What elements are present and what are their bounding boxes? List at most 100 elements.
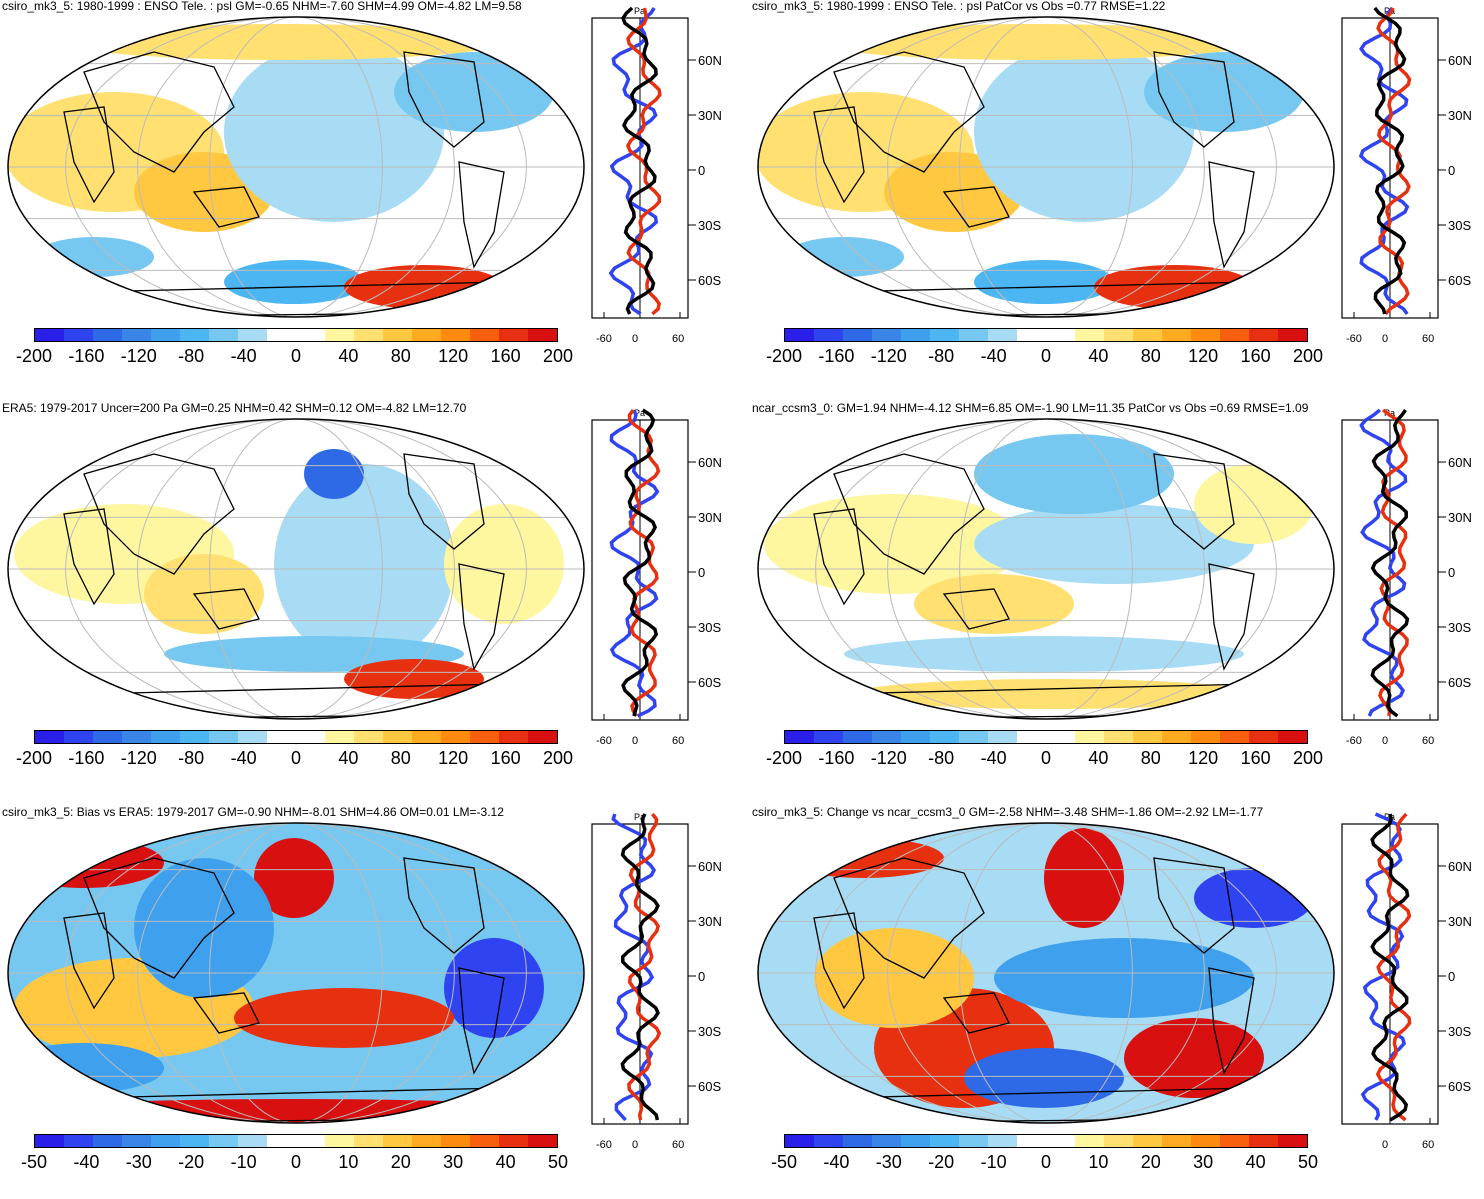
colorbar-tick-label: -40 [73,1152,100,1172]
colorbar-tick-label: -10 [230,1152,257,1172]
colorbar-swatch [1220,1135,1249,1147]
profile-tick-label: -60 [1346,735,1362,747]
coastline [403,453,485,550]
field-anomaly-region [224,42,444,222]
field-anomaly-region [344,265,504,309]
coastline [942,186,1010,228]
profile-line-red [627,812,662,1121]
colorbar-swatch [296,329,325,341]
profile-tick-label: 0 [1382,333,1388,345]
profile-tick-label: 60 [672,333,684,345]
map-plot [757,16,1335,318]
colorbar-swatch [354,329,383,341]
colorbar-swatch [901,1135,930,1147]
panel-title: csiro_mk3_5: Change vs ncar_ccsm3_0 GM=-… [752,805,1264,819]
colorbar-ticks: -200 -160 -120 -80 -40 0 40 80 120 160 200 [16,346,573,368]
colorbar-swatch [872,329,901,341]
colorbar-tick-label: 120 [1188,346,1219,366]
latitude-label: 60S [1448,1079,1471,1094]
field-anomaly-region [1044,828,1124,928]
colorbar-tick-label: 200 [542,748,574,768]
colorbar-swatch [267,1135,296,1147]
colorbar-swatch [814,329,843,341]
colorbar-tick-label: -40 [980,346,1007,366]
colorbar-swatch [1220,731,1249,743]
panel-title: csiro_mk3_5: 1980-1999 : ENSO Tele. : ps… [2,0,522,13]
colorbar-tick-label: 120 [438,748,469,768]
field-anomaly-region [814,24,1254,60]
colorbar-tick-label: 10 [1088,1152,1109,1172]
colorbar-swatch [122,731,151,743]
colorbar-swatch [64,1135,93,1147]
colorbar-tick-label: 160 [490,346,521,366]
profile-line-blue [1359,408,1408,717]
profile-line-black [1370,813,1410,1122]
colorbar-swatch [441,731,470,743]
colorbar-swatch [35,329,64,341]
colorbar-swatch [843,731,872,743]
colorbar-swatch [872,731,901,743]
field-anomaly-region [1094,265,1254,309]
colorbar-swatch [1046,329,1075,341]
panel-title: csiro_mk3_5: 1980-1999 : ENSO Tele. : ps… [752,0,1166,13]
profile-tick-label: 0 [632,1139,638,1151]
colorbar-tick-label: 0 [1040,346,1052,366]
latitude-label: 60S [1448,675,1471,690]
colorbar-swatch [1075,731,1104,743]
colorbar [784,730,1308,744]
colorbar-swatch [499,329,528,341]
colorbar-swatch [1191,731,1220,743]
colorbar-swatch [785,1135,814,1147]
colorbar-tick-label: -200 [15,748,53,768]
profile-line-blue [609,409,660,718]
coastline [63,106,115,204]
colorbar [784,328,1308,342]
coastline [403,857,485,954]
colorbar [34,730,558,744]
colorbar-swatch [1075,1135,1104,1147]
field-anomaly-region [1124,1018,1264,1098]
colorbar-swatch [151,1135,180,1147]
colorbar-tick-label: -80 [178,748,205,768]
profile-line-blue [1358,6,1410,315]
coastline [458,161,505,269]
field-anomaly-region [234,988,454,1048]
colorbar-tick-label: -50 [770,1152,798,1172]
colorbar-swatch [1104,1135,1133,1147]
colorbar-swatch [441,329,470,341]
colorbar-tick-label: 80 [390,346,411,366]
colorbar-tick-label: 0 [1040,748,1052,768]
field-anomaly-region [254,838,334,918]
colorbar-tick-label: -120 [870,748,907,768]
colorbar-swatch [1278,731,1307,743]
colorbar-swatch [1249,1135,1278,1147]
colorbar-swatch [93,731,122,743]
colorbar-tick-label: -200 [765,346,803,366]
colorbar-ticks: -50 -40 -30 -20 -10 0 10 20 30 40 50 [771,1152,1318,1174]
coastline [833,453,985,575]
field-anomaly-region [814,928,974,1028]
colorbar-swatch [64,731,93,743]
colorbar-swatch [988,1135,1017,1147]
latitude-label: 30S [1448,218,1471,233]
colorbar-swatch [528,731,557,743]
colorbar-tick-label: 160 [1240,748,1271,768]
profile-line-red [627,408,661,717]
colorbar-swatch [296,731,325,743]
colorbar-swatch [1191,1135,1220,1147]
colorbar-swatch [383,731,412,743]
colorbar-tick-label: 0 [290,748,302,768]
latitude-label: 60S [698,675,721,690]
latitude-label: 30N [1448,108,1472,123]
coastline [813,508,865,606]
colorbar [34,1134,558,1148]
colorbar-swatch [814,1135,843,1147]
coastline [83,51,235,173]
colorbar-tick-label: -20 [928,1152,955,1172]
colorbar-swatch [1162,731,1191,743]
profile-line-black [1370,408,1410,718]
map-plot [7,822,585,1124]
